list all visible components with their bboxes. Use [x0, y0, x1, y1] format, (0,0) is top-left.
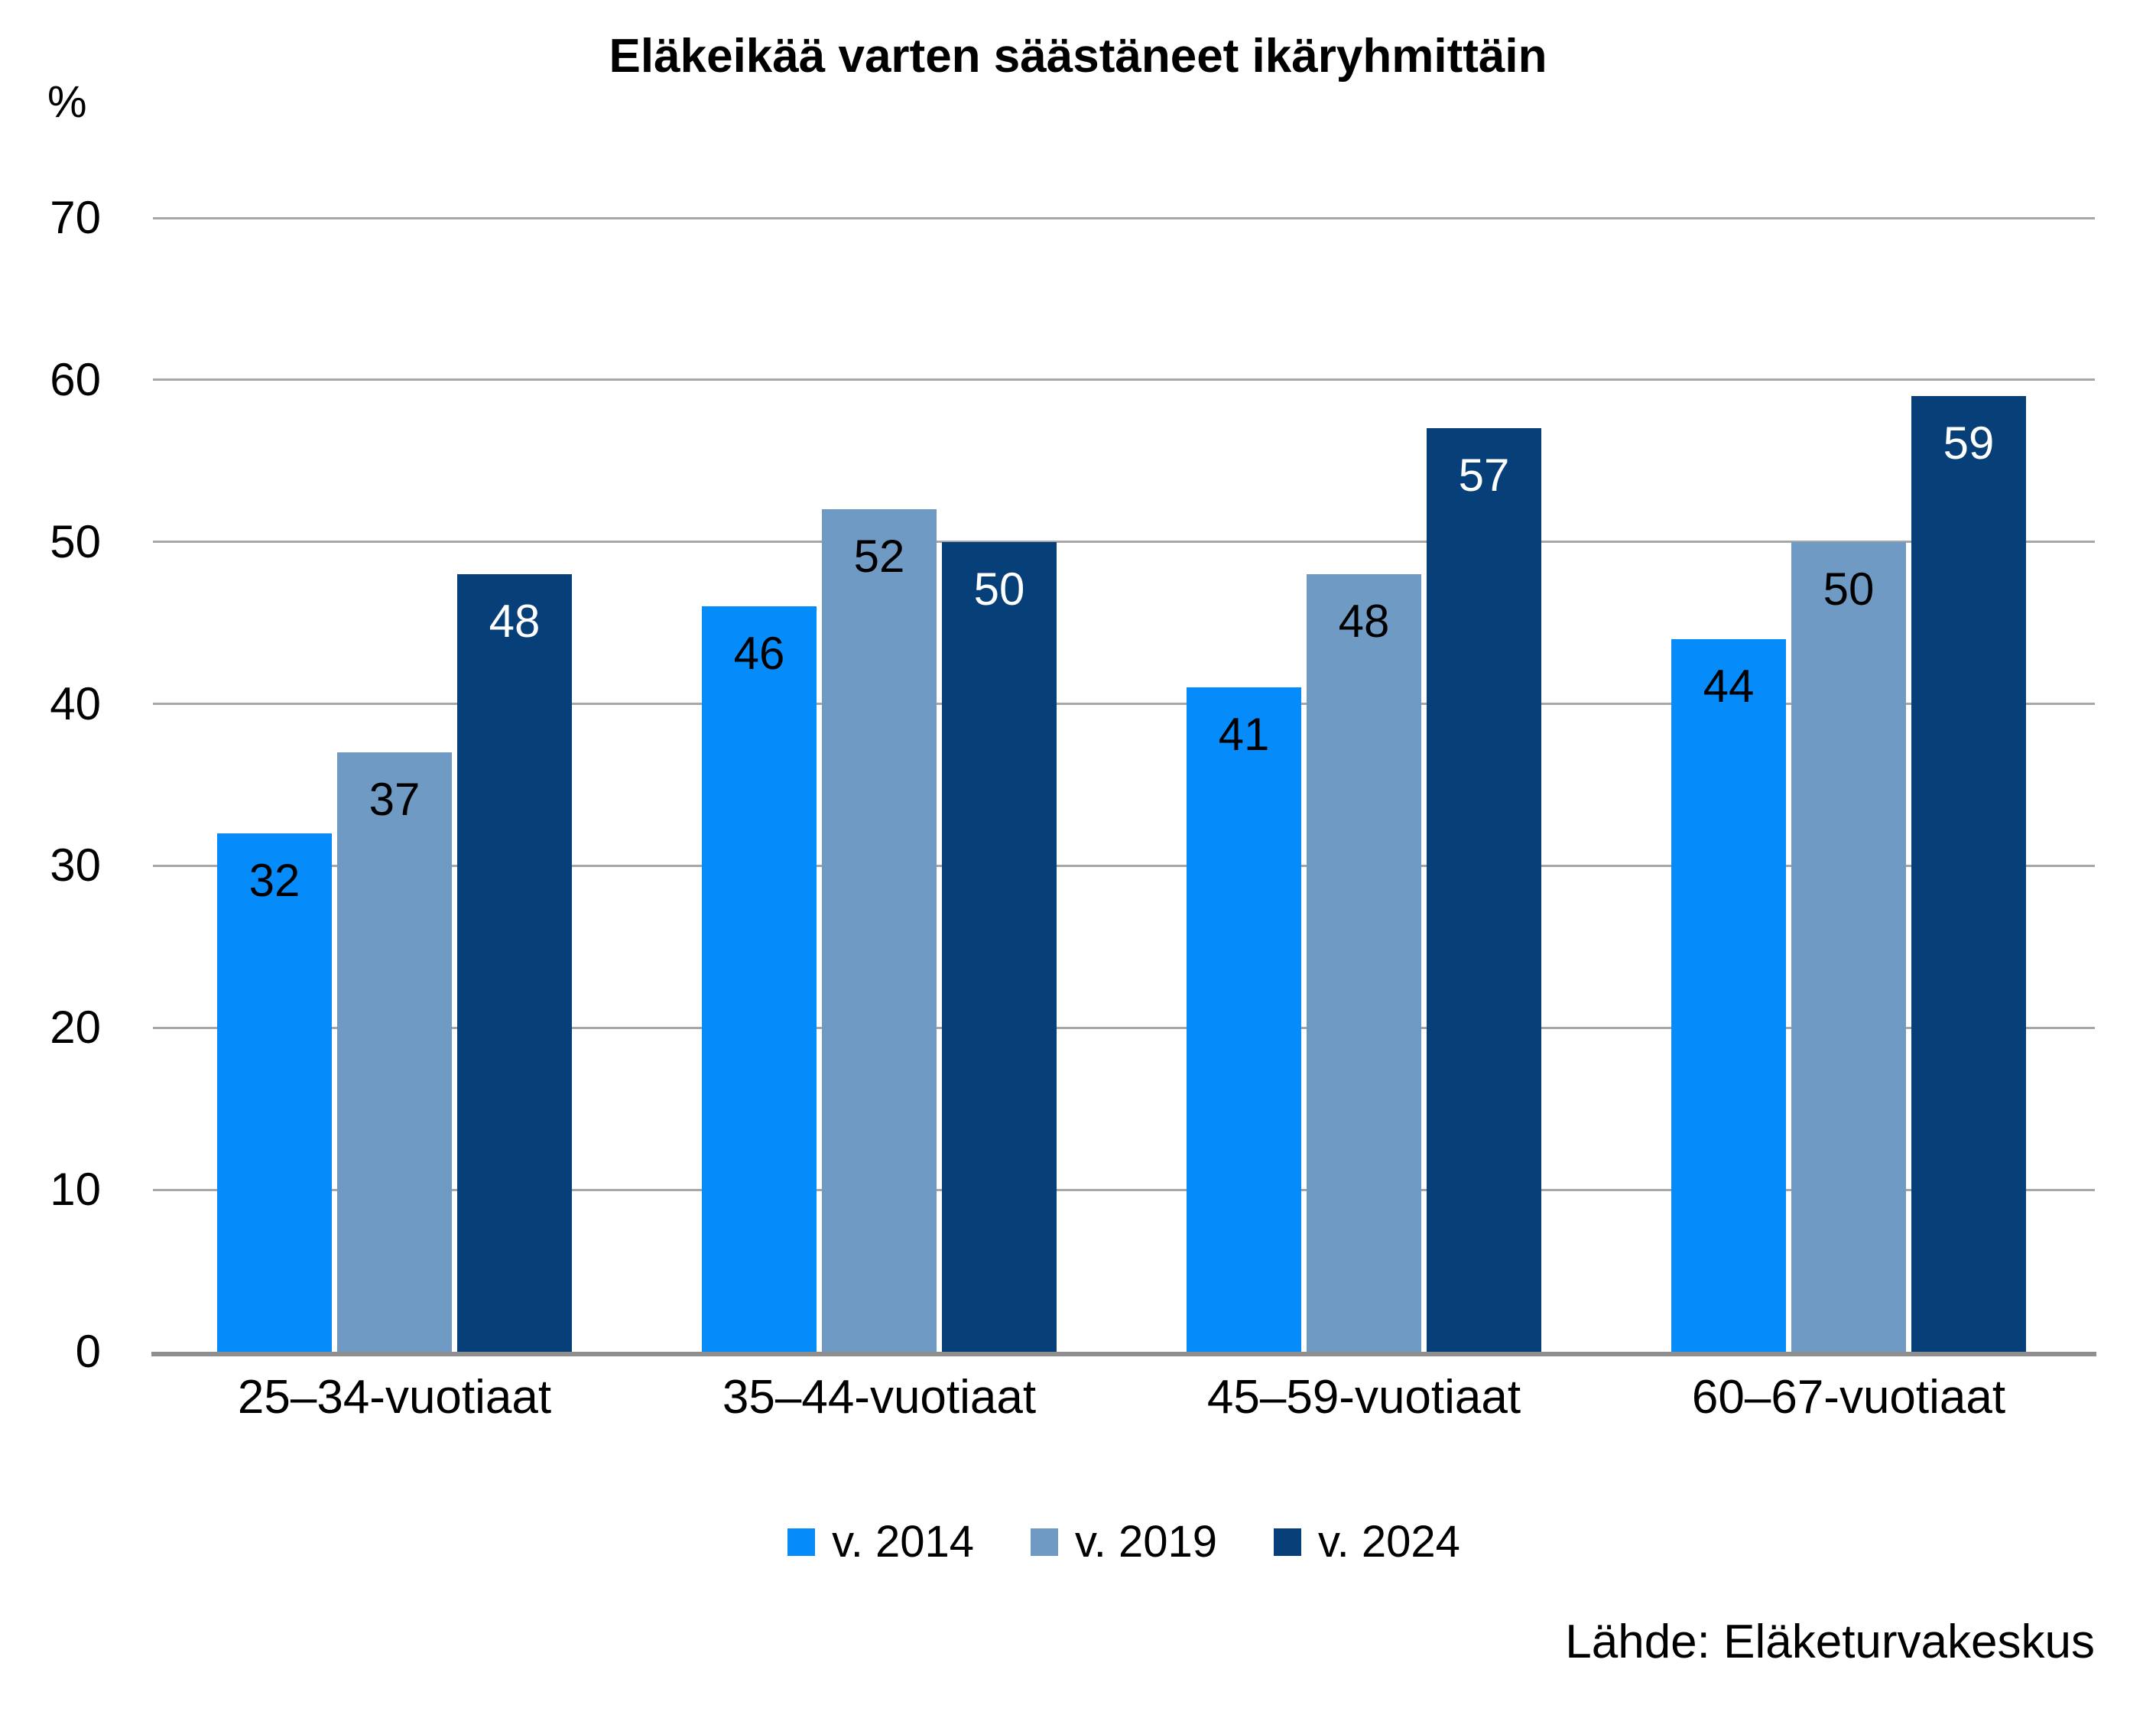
legend: v. 2014 v. 2019 v. 2024: [153, 1520, 2095, 1564]
y-axis-tick-label-70: 70: [50, 192, 101, 243]
bar-value-label: 46: [733, 628, 785, 680]
bar-value-label: 41: [1218, 709, 1270, 761]
y-axis-tick-label-10: 10: [50, 1164, 101, 1216]
bar-value-label: 50: [973, 563, 1025, 615]
y-axis-tick-label-30: 30: [50, 840, 101, 891]
chart-title: Eläkeikää varten säästäneet ikäryhmittäi…: [609, 30, 1547, 83]
bar-value-label: 44: [1703, 660, 1755, 712]
legend-label: v. 2024: [1317, 1517, 1460, 1567]
bar-v2019-group1: 37: [337, 752, 452, 1352]
bar-v2019-group2: 52: [822, 509, 937, 1352]
bar-v2024-group2: 50: [942, 541, 1057, 1352]
bar-value-label: 52: [853, 531, 905, 583]
legend-label: v. 2014: [832, 1517, 975, 1567]
legend-item: v. 2024: [1273, 1517, 1460, 1567]
legend-item: v. 2014: [787, 1520, 974, 1564]
legend-swatch-icon: [1273, 1528, 1301, 1556]
gridline-50: [153, 541, 2095, 544]
bar-value-label: 50: [1823, 563, 1875, 615]
bar-v2024-group4: 59: [1911, 396, 2026, 1352]
x-axis-category-label: 25–34-vuotiaat: [237, 1371, 552, 1424]
source-caption: Lähde: Eläketurvakeskus: [1565, 1616, 2095, 1668]
legend-swatch-icon: [1031, 1528, 1059, 1556]
x-axis-category-label: 35–44-vuotiaat: [722, 1371, 1037, 1424]
bar-value-label: 57: [1458, 450, 1510, 502]
bar-v2024-group1: 48: [457, 574, 572, 1352]
bar-v2019-group4: 50: [1791, 541, 1906, 1352]
gridline-30: [153, 864, 2095, 867]
bar-value-label: 32: [248, 855, 300, 907]
gridline-10: [153, 1188, 2095, 1191]
bar-v2014-group4: 44: [1671, 638, 1786, 1352]
bar-v2019-group3: 48: [1307, 574, 1421, 1352]
bar-value-label: 48: [489, 596, 541, 648]
bar-value-label: 48: [1338, 596, 1390, 648]
bar-v2014-group2: 46: [702, 606, 817, 1352]
y-axis-tick-label-40: 40: [50, 677, 101, 729]
bar-v2014-group1: 32: [217, 833, 332, 1352]
gridline-40: [153, 703, 2095, 706]
y-axis-unit-label: %: [47, 77, 87, 127]
gridline-60: [153, 378, 2095, 382]
plot-area: 32 46 41 44 37 52 48 50 48 50 57 59 25–34-vuotiaat 35…: [151, 216, 2096, 1421]
legend-label: v. 2019: [1075, 1517, 1217, 1567]
legend-item: v. 2019: [1031, 1520, 1217, 1564]
y-axis-tick-label-60: 60: [50, 353, 101, 405]
bar-value-label: 59: [1943, 417, 1995, 469]
gridline-20: [153, 1026, 2095, 1029]
y-axis-tick-label-50: 50: [50, 515, 101, 567]
bar-v2024-group3: 57: [1427, 428, 1541, 1352]
bar-v2014-group3: 41: [1187, 687, 1301, 1352]
legend-swatch-icon: [787, 1528, 816, 1556]
x-axis-category-label: 60–67-vuotiaat: [1691, 1371, 2006, 1424]
bar-value-label: 37: [369, 774, 420, 826]
gridline-70: [153, 216, 2095, 219]
y-axis-tick-label-0: 0: [75, 1326, 101, 1377]
y-axis-tick-label-20: 20: [50, 1002, 101, 1054]
x-axis-category-label: 45–59-vuotiaat: [1206, 1371, 1521, 1424]
x-axis-line: [151, 1352, 2096, 1356]
